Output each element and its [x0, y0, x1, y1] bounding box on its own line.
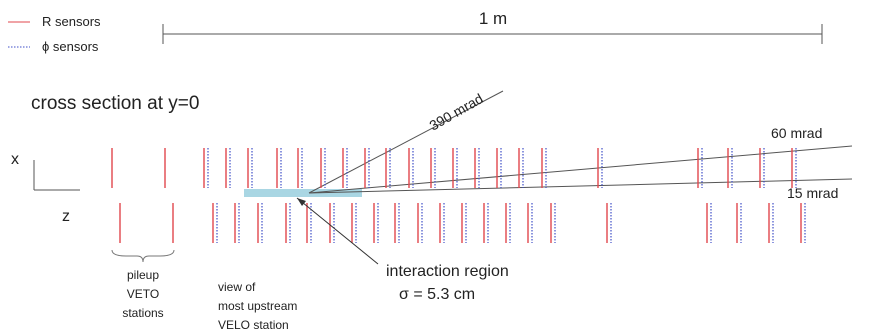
acceptance-line-15 — [308, 178, 853, 194]
legend: R sensors ϕ sensors — [8, 14, 101, 54]
view-label: view of most upstream VELO station — [218, 280, 297, 332]
view-label-line1: view of — [218, 280, 256, 294]
interaction-label-line1: interaction region — [386, 263, 509, 280]
view-label-line3: VELO station — [218, 318, 289, 332]
pileup-label-line3: stations — [122, 306, 163, 320]
interaction-pointer-line — [296, 197, 379, 265]
legend-r-label: R sensors — [42, 14, 101, 29]
pileup-brace — [111, 249, 175, 263]
scale-bar-label: 1 m — [479, 9, 507, 28]
scale-bar: 1 m — [162, 9, 823, 44]
pileup-label-line1: pileup — [127, 268, 159, 282]
z-axis-label: z — [62, 208, 70, 225]
section-title: cross section at y=0 — [31, 93, 199, 114]
pileup-label-line2: VETO — [127, 287, 159, 301]
acceptance-line-390 — [308, 90, 504, 194]
axes-indicator: x z — [11, 151, 80, 225]
angle-label-60: 60 mrad — [771, 125, 822, 141]
acceptance-lines — [308, 90, 853, 194]
interaction-label-line2: σ = 5.3 cm — [399, 286, 475, 303]
legend-phi-label: ϕ sensors — [42, 39, 99, 54]
pileup-label: pileup VETO stations — [122, 268, 163, 320]
interaction-pointer-arrowhead — [297, 198, 306, 206]
view-label-line2: most upstream — [218, 299, 297, 313]
x-axis-label: x — [11, 151, 19, 168]
acceptance-line-60 — [308, 145, 853, 194]
luminous-region — [244, 189, 362, 197]
sensor-stations — [111, 148, 806, 243]
angle-label-390: 390 mrad — [427, 90, 486, 133]
angle-label-15: 15 mrad — [787, 185, 838, 201]
